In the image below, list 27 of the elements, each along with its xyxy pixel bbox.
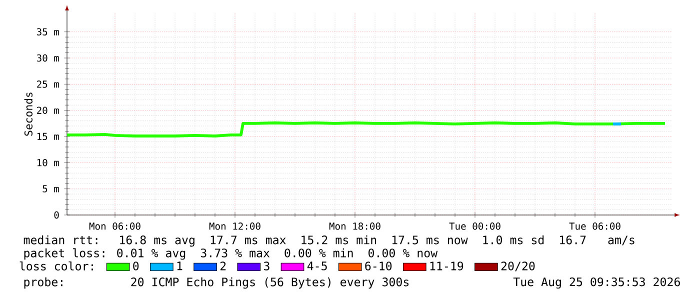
text: packet loss: 0.01 % avg 3.73 % max 0.00 % min 0.00 % now — [24, 248, 438, 260]
y-tick-label: 30 m — [36, 54, 59, 62]
y-tick-label: 5 m — [42, 185, 59, 192]
y-tick-label: 25 m — [37, 80, 59, 88]
legend-label: 20/20 — [501, 262, 535, 272]
y-tick-label: 10 m — [37, 159, 59, 166]
x-tick-label: Mon 06:00 — [89, 222, 140, 230]
legend-label: 3 — [264, 262, 270, 270]
y-tick-label: 20 m — [37, 106, 59, 114]
text: probe: 20 ICMP Echo Pings (56 Bytes) every 300s — [24, 277, 409, 289]
x-tick-label: Tue 00:00 — [449, 222, 500, 230]
x-tick-label: Mon 18:00 — [329, 222, 380, 230]
text: median rtt: 16.8 ms avg 17.7 ms max 15.2 ms min 17.5 ms now 1.0 ms sd 16.7 am/s — [24, 235, 634, 247]
y-tick-label: 0 — [54, 211, 59, 219]
legend-title: loss color: — [20, 261, 93, 271]
y-axis-title: Seconds — [24, 92, 32, 136]
legend-label: 0 — [133, 262, 139, 270]
legend-label: 11-19 — [430, 262, 464, 270]
legend-label: 4-5 — [307, 262, 327, 270]
legend-label: 6-10 — [365, 262, 392, 270]
legend-label: 2 — [220, 262, 226, 270]
text: Tue Aug 25 09:35:53 2026 — [513, 277, 680, 289]
y-tick-label: 15 m — [37, 132, 59, 140]
x-tick-label: Tue 06:00 — [569, 222, 620, 230]
x-tick-label: Mon 12:00 — [209, 222, 260, 230]
y-tick-label: 35 m — [36, 28, 59, 36]
legend-label: 1 — [177, 262, 182, 270]
